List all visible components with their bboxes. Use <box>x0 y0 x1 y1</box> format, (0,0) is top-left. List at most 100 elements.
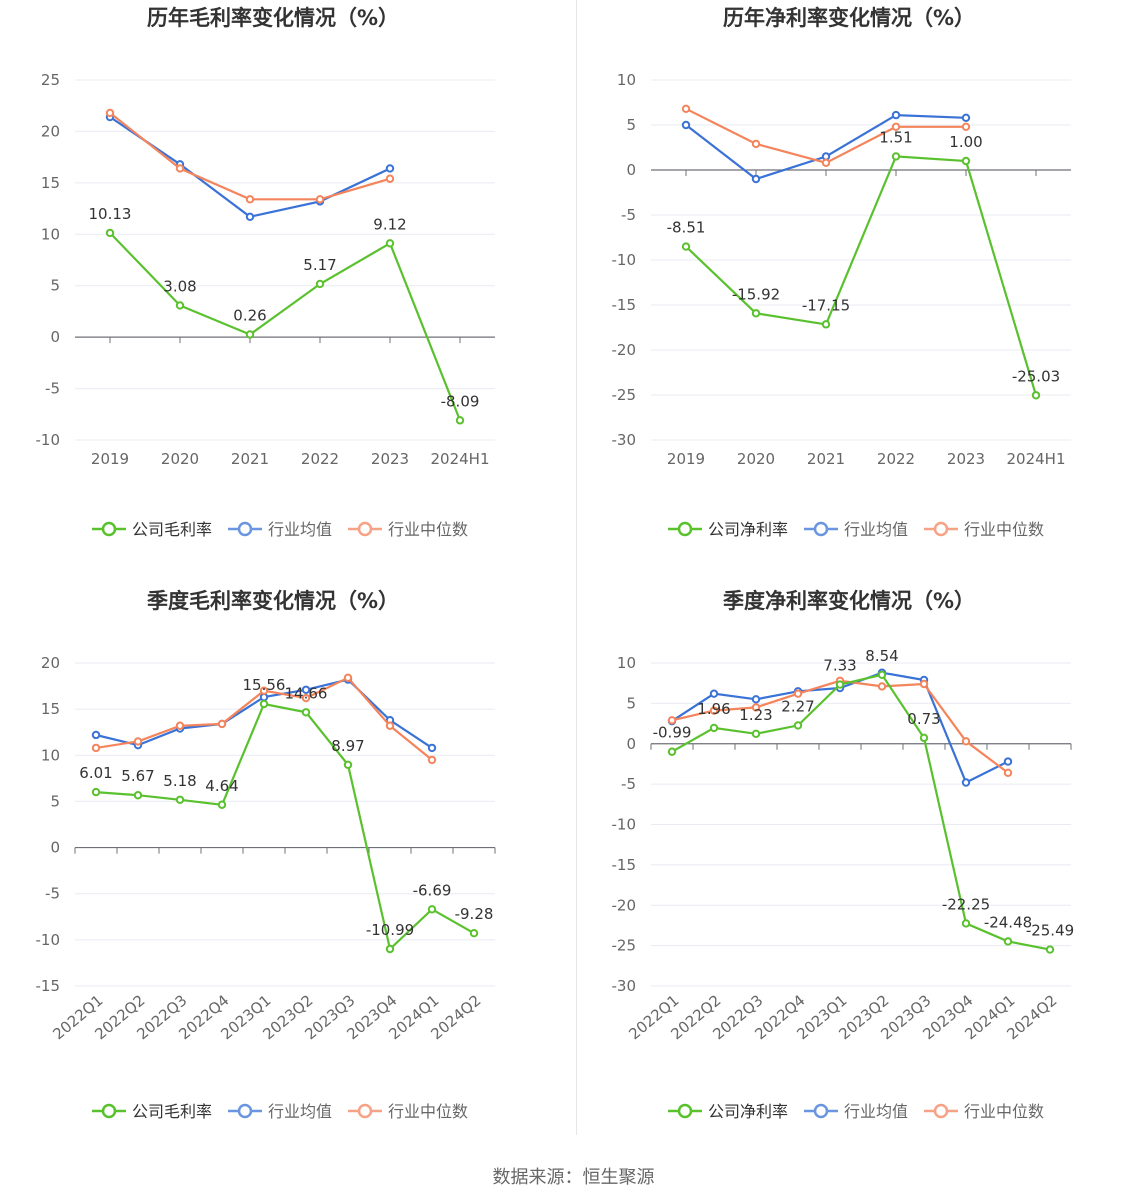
y-tick-label: -5 <box>621 206 636 224</box>
panel-divider <box>576 0 577 1135</box>
x-tick-label: 2024H1 <box>1007 450 1066 468</box>
data-point-avg <box>245 212 255 222</box>
data-label: -10.99 <box>366 921 414 939</box>
data-point-company <box>385 944 395 954</box>
data-point-company <box>709 723 719 733</box>
y-tick-label: -15 <box>36 977 61 995</box>
legend-label: 公司净利率 <box>708 520 788 539</box>
data-point-company <box>1031 391 1041 400</box>
y-tick-label: -20 <box>612 341 637 359</box>
data-point-company <box>751 309 761 318</box>
quarterly-gross-margin-svg: 季度毛利率变化情况（%）20151050-5-10-152022Q12022Q2… <box>36 589 496 1121</box>
data-point-median <box>343 673 353 682</box>
data-point-company <box>315 279 325 289</box>
data-point-company <box>1045 945 1055 954</box>
y-tick-label: -30 <box>612 977 637 995</box>
data-point-avg <box>751 695 761 704</box>
legend-marker <box>813 521 829 537</box>
legend-label: 公司毛利率 <box>132 1102 212 1121</box>
data-point-company <box>469 929 479 938</box>
data-point-avg <box>1003 757 1013 766</box>
x-tick-label: 2020 <box>737 450 775 468</box>
legend-item-median[interactable]: 行业中位数 <box>924 1102 1044 1121</box>
data-point-median <box>821 158 831 168</box>
legend-marker <box>237 1103 253 1119</box>
data-point-median <box>751 139 761 149</box>
y-tick-label: 10 <box>41 225 60 243</box>
legend-label: 行业均值 <box>844 520 908 539</box>
quarterly-gross-margin-chart: 季度毛利率变化情况（%） 20 15 10 5 0 -5 -10 -15 2022Q1 2022Q2… <box>0 583 573 1143</box>
data-point-median <box>301 693 311 703</box>
data-point-avg <box>891 110 901 120</box>
legend-item-company[interactable]: 公司净利率 <box>668 1102 788 1121</box>
data-label: -9.28 <box>455 905 494 923</box>
data-point-company <box>105 228 115 238</box>
y-tick-label: -10 <box>612 816 637 834</box>
legend-item-median[interactable]: 行业中位数 <box>924 520 1044 539</box>
data-label: -25.03 <box>1012 367 1060 385</box>
legend-item-avg[interactable]: 行业均值 <box>804 1102 908 1121</box>
annual-gross-margin-svg: 历年毛利率变化情况（%） 25 20 15 10 5 0 -5 -10 2019 2020 2021 2… <box>36 6 495 539</box>
legend-item-company[interactable]: 公司毛利率 <box>92 520 212 539</box>
legend-item-company[interactable]: 公司毛利率 <box>92 1102 212 1121</box>
y-tick-label: -20 <box>612 896 637 914</box>
legend-item-avg[interactable]: 行业均值 <box>228 520 332 539</box>
data-point-company <box>961 919 971 928</box>
y-tick-label: -10 <box>36 431 61 449</box>
data-label: -25.49 <box>1026 922 1074 940</box>
y-tick-label: -10 <box>612 251 637 269</box>
legend-item-median[interactable]: 行业中位数 <box>348 1102 468 1121</box>
data-point-median <box>427 755 437 765</box>
x-tick-label: 2022 <box>301 450 339 468</box>
chart-title: 季度毛利率变化情况（%） <box>147 589 399 613</box>
y-tick-label: 5 <box>626 694 636 712</box>
legend-item-avg[interactable]: 行业均值 <box>804 520 908 539</box>
data-point-company <box>877 670 887 679</box>
legend-marker <box>101 1103 117 1119</box>
series-line-company <box>671 673 1051 951</box>
chart-title: 季度净利率变化情况（%） <box>723 589 975 613</box>
data-point-company <box>1003 937 1013 946</box>
y-tick-label: 10 <box>617 71 636 89</box>
series-line-company <box>109 232 462 421</box>
data-point-median <box>681 104 691 114</box>
data-point-company <box>259 699 269 709</box>
y-tick-label: 0 <box>626 735 636 753</box>
data-point-company <box>919 733 929 743</box>
data-point-avg <box>961 778 971 787</box>
data-label: -15.92 <box>732 285 780 303</box>
legend-item-company[interactable]: 公司净利率 <box>668 520 788 539</box>
data-point-company <box>385 239 395 248</box>
series-line-company <box>95 702 475 952</box>
legend-label: 公司毛利率 <box>132 520 212 539</box>
x-tick-label: 2024H1 <box>431 450 490 468</box>
data-label: 4.64 <box>205 777 238 795</box>
legend-label: 行业均值 <box>268 1102 332 1121</box>
legend-marker <box>101 521 117 537</box>
quarterly-net-margin-svg: 季度净利率变化情况（%）1050-5-10-15-20-25-302022Q12… <box>612 589 1075 1121</box>
y-tick-label: 25 <box>41 71 60 89</box>
data-label: 5.18 <box>163 772 196 790</box>
x-tick-label: 2021 <box>807 450 845 468</box>
data-point-median <box>961 737 971 746</box>
data-point-avg <box>259 692 269 702</box>
data-point-company <box>821 320 831 329</box>
y-tick-label: -25 <box>612 937 637 955</box>
legend-item-median[interactable]: 行业中位数 <box>348 520 468 539</box>
legend-marker <box>677 1103 693 1119</box>
data-point-median <box>891 122 901 132</box>
y-tick-label: 0 <box>626 161 636 179</box>
x-tick-label: 2020 <box>161 450 199 468</box>
data-point-company <box>455 416 465 425</box>
data-source-note: 数据来源：恒生聚源 <box>492 1167 655 1188</box>
data-label: 1.96 <box>697 700 730 718</box>
legend-item-avg[interactable]: 行业均值 <box>228 1102 332 1121</box>
data-label: 5.67 <box>121 767 154 785</box>
data-point-company <box>175 301 185 310</box>
data-label: 7.33 <box>823 657 856 675</box>
data-point-avg <box>709 689 719 698</box>
y-tick-label: 15 <box>41 700 60 718</box>
data-label: 2.27 <box>781 697 814 715</box>
data-label: 14.66 <box>285 684 328 702</box>
data-label: -8.51 <box>667 219 706 237</box>
